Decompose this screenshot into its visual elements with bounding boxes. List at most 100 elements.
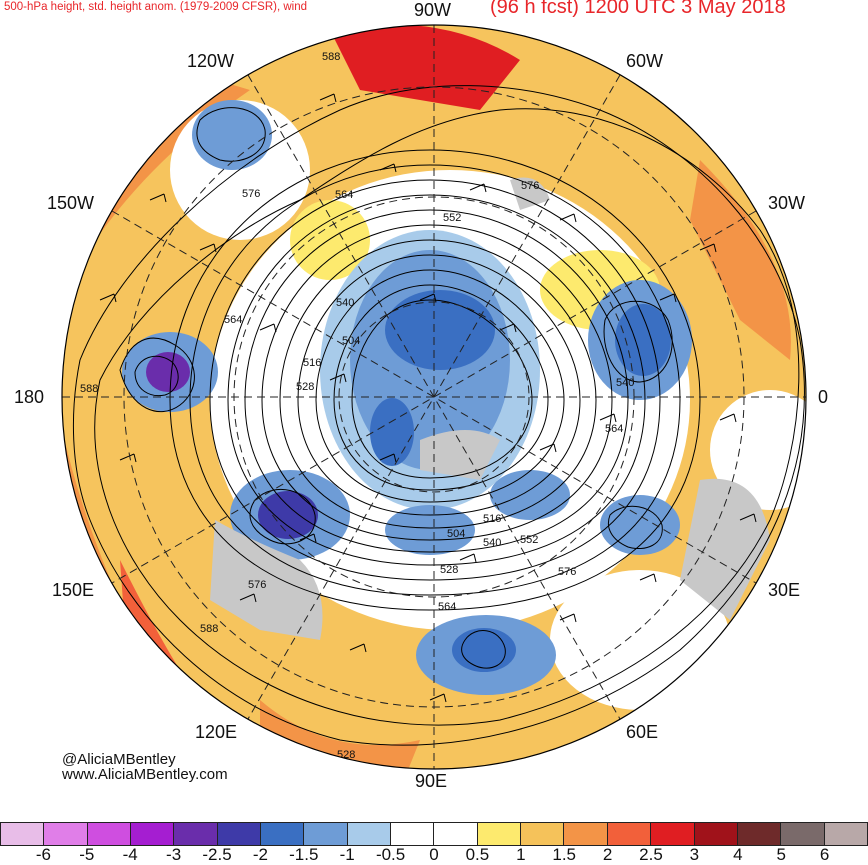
contour-label: 564: [224, 314, 242, 326]
map-title-left: 500-hPa height, std. height anom. (1979-…: [4, 1, 308, 13]
contour-label: 528: [440, 564, 458, 576]
cold-core-south-pole: [370, 398, 414, 466]
color-bar-tick-label: 0.5: [465, 845, 490, 864]
lon-label-30e: 30E: [768, 580, 801, 600]
cold-anomaly-south-east: [490, 470, 570, 520]
color-bar-tick-label: 2.5: [639, 845, 663, 864]
cold-core-sw: [258, 491, 318, 539]
land-mask-se: [680, 478, 770, 620]
color-bar-swatch: [346, 822, 391, 846]
cold-core-e: [615, 304, 671, 376]
color-bar-tick-label: -1: [339, 845, 355, 864]
color-bar-tick-label: 4: [733, 845, 743, 864]
contour-label: 516: [483, 513, 501, 525]
color-bar-swatch: [130, 822, 174, 846]
contour-label: 576: [248, 579, 266, 591]
contour-label: 540: [336, 297, 354, 309]
color-bar-swatch: [303, 822, 347, 846]
graticule: [62, 25, 806, 769]
credit-handle: @AliciaMBentley: [62, 751, 176, 768]
color-bar-tick-label: -6: [35, 845, 51, 864]
contour-label: 588: [200, 623, 218, 635]
lon-label-90e: 90E: [415, 771, 448, 791]
contour-label-group: 588 576 564 552 540 528 516 504 540 564 …: [80, 51, 634, 761]
lon-label-150e: 150E: [52, 580, 95, 600]
color-bar-swatch: [520, 822, 564, 846]
color-bar-tick-label: 2: [602, 845, 613, 864]
credit-website: www.AliciaMBentley.com: [62, 766, 228, 783]
cold-anomaly-south-center: [385, 505, 475, 555]
color-bar-tick-label: 3: [689, 845, 700, 864]
color-bar-tick-label: 6: [819, 845, 830, 864]
lon-label-120w: 120W: [187, 51, 235, 71]
color-bar-swatch: [650, 822, 694, 846]
color-bar-swatch: [390, 822, 434, 846]
contour-label: 564: [605, 423, 623, 435]
color-bar-swatch: [476, 822, 521, 846]
lon-label-30w: 30W: [768, 193, 806, 213]
contour-label: 504: [342, 335, 360, 347]
contour-label: 540: [616, 377, 634, 389]
lon-label-0: 0: [818, 387, 829, 407]
land-mask-center: [420, 430, 500, 480]
color-bar-swatch: [433, 822, 477, 846]
contour-label: 528: [337, 749, 355, 761]
contour-label: 528: [296, 381, 314, 393]
cold-anomaly-se: [600, 495, 680, 555]
cold-anomaly-nw: [192, 100, 272, 170]
contour-label: 564: [335, 189, 353, 201]
contour-label: 552: [443, 212, 461, 224]
color-bar-ticks: -6 -5 -4 -3 -2.5 -2 -1.5 -1 -0.5 0 0.5 1 1.5 2 2.5 3 4 5 6: [0, 845, 868, 865]
color-bar-swatch: [780, 822, 824, 846]
contour-label: 576: [521, 180, 539, 192]
color-bar-tick-label: 1.5: [552, 845, 577, 864]
contour-label: 588: [322, 51, 340, 63]
weak-warm-nw: [290, 200, 370, 280]
map-title-right: (96 h fcst) 1200 UTC 3 May 2018: [490, 0, 786, 18]
contour-label: 576: [242, 188, 260, 200]
lon-label-60w: 60W: [626, 51, 664, 71]
lon-label-180: 180: [14, 387, 45, 407]
contour-label: 540: [483, 537, 501, 549]
color-bar: [0, 822, 868, 848]
color-bar-tick-label: -1.5: [289, 845, 319, 864]
color-bar-tick-label: -2: [252, 845, 268, 864]
contour-label: 588: [80, 383, 98, 395]
lon-label-90w: 90W: [414, 0, 452, 20]
color-bar-tick-label: 5: [776, 845, 786, 864]
lon-label-150w: 150W: [47, 193, 95, 213]
color-bar-swatch: [43, 822, 87, 846]
contour-label: 504: [447, 528, 465, 540]
map-disk: 588 576 564 552 540 528 516 504 540 564 …: [62, 25, 806, 769]
warm-anomaly-n: [330, 25, 520, 110]
color-bar-tick-label: -5: [79, 845, 95, 864]
color-bar-tick-label: 0: [429, 845, 439, 864]
polar-map: 588 576 564 552 540 528 516 504 540 564 …: [61, 24, 807, 770]
color-bar-tick-label: -4: [122, 845, 138, 864]
color-bar-tick-label: -3: [166, 845, 182, 864]
map-outline: [61, 24, 807, 770]
color-bar-swatch: [693, 822, 737, 846]
color-bar-swatch: [823, 822, 868, 846]
warm-anomaly-ne: [690, 160, 791, 360]
color-bar-tick-label: -2.5: [202, 845, 232, 864]
color-bar-swatch: [173, 822, 217, 846]
contour-label: 516: [303, 357, 321, 369]
color-bar-swatch: [216, 822, 261, 846]
color-bar-swatch: [86, 822, 131, 846]
color-bar-swatch: [0, 822, 44, 846]
land-mask-sw: [210, 520, 323, 640]
color-bar-tick-label: -0.5: [375, 845, 406, 864]
contour-label: 564: [438, 601, 456, 613]
contour-label: 576: [558, 566, 576, 578]
lon-label-60e: 60E: [626, 722, 659, 742]
wind-barbs: [99, 93, 757, 703]
lon-label-120e: 120E: [195, 722, 238, 742]
cold-anomaly-pole-core: [385, 290, 495, 370]
color-bar-swatch: [736, 822, 781, 846]
cold-core-w: [146, 352, 190, 392]
color-bar-swatch: [260, 822, 304, 846]
contour-label: 552: [520, 534, 538, 546]
color-bar-swatch: [606, 822, 651, 846]
color-bar-tick-label: 1: [516, 845, 526, 864]
